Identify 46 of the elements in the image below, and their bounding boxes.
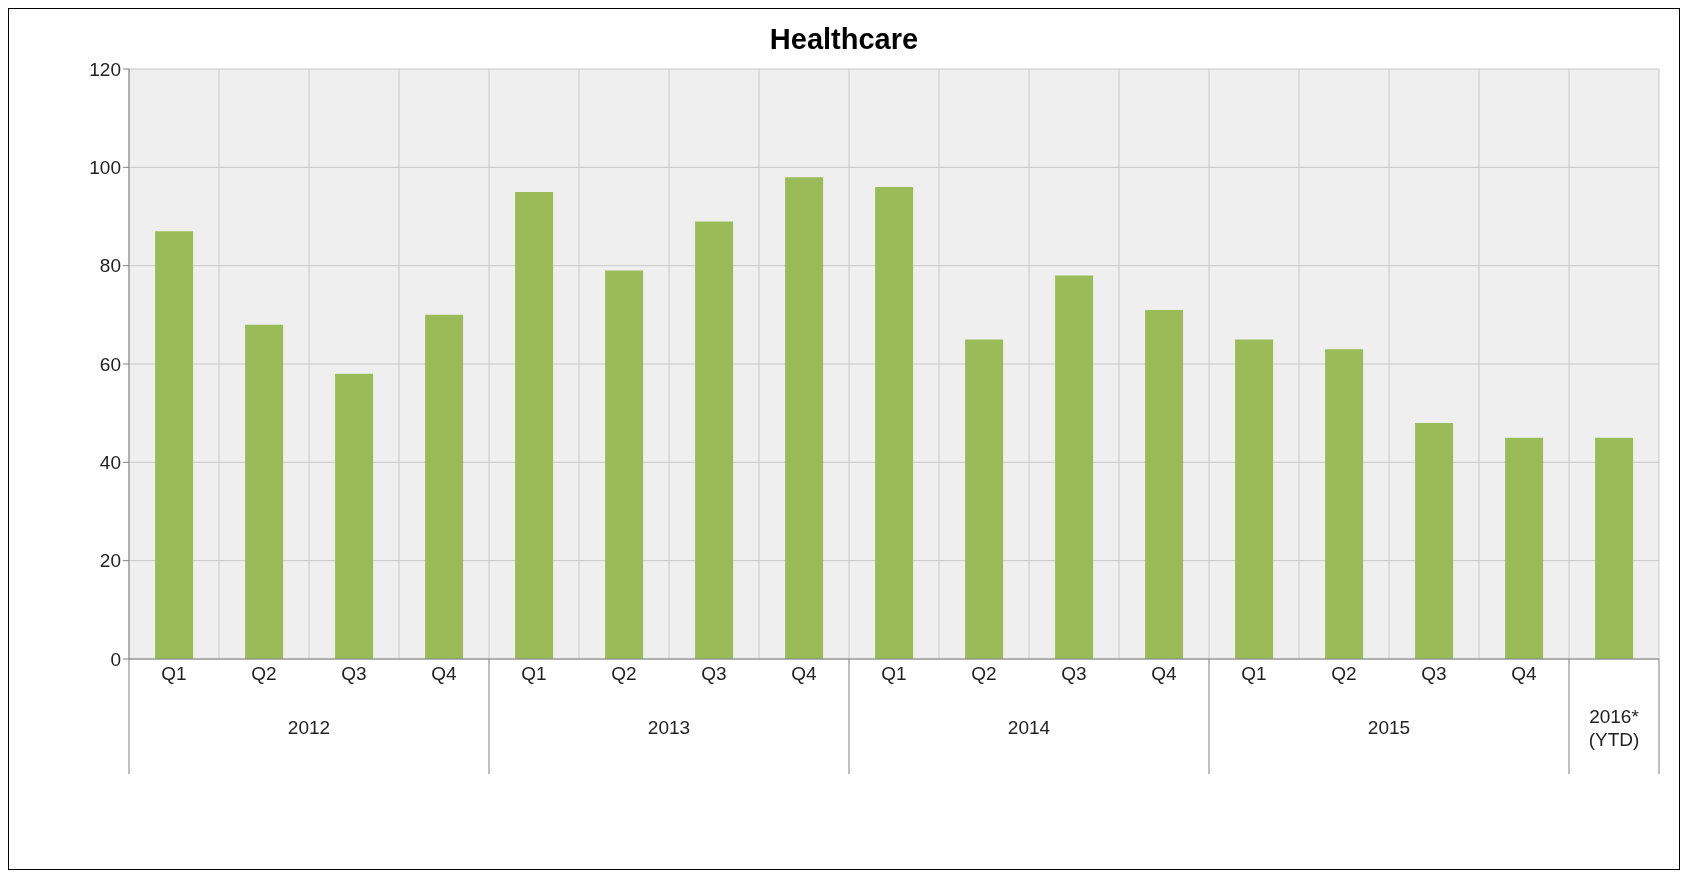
x-tick-label: Q2 bbox=[1331, 663, 1357, 685]
x-tick-label: Q4 bbox=[1511, 663, 1538, 685]
bar bbox=[1595, 437, 1634, 659]
y-tick-label: 20 bbox=[99, 550, 121, 572]
y-tick-label: 0 bbox=[110, 648, 121, 670]
x-tick-label: Q1 bbox=[1241, 663, 1267, 685]
text: 2014 bbox=[1007, 717, 1051, 738]
y-tick-label: 100 bbox=[89, 157, 121, 179]
x-tick-label: Q4 bbox=[791, 663, 818, 685]
text: 2012 bbox=[287, 717, 331, 738]
bar bbox=[1325, 349, 1364, 659]
x-tick-label: Q2 bbox=[251, 663, 277, 685]
x-tick-label: Q3 bbox=[701, 663, 727, 685]
bar bbox=[875, 187, 914, 659]
y-tick-label: 120 bbox=[89, 58, 121, 80]
x-tick-label: Q1 bbox=[881, 663, 907, 685]
text: 2015 bbox=[1367, 717, 1411, 738]
y-tick-label: 40 bbox=[99, 452, 121, 474]
bar bbox=[695, 221, 734, 659]
bar bbox=[1505, 437, 1544, 659]
x-tick-label: Q2 bbox=[971, 663, 997, 685]
bar bbox=[425, 314, 464, 659]
chart-title: Healthcare bbox=[768, 23, 920, 56]
x-tick-label: Q1 bbox=[161, 663, 187, 685]
x-tick-label: Q3 bbox=[1061, 663, 1087, 685]
bar bbox=[155, 231, 194, 659]
bar bbox=[1145, 309, 1184, 659]
bar bbox=[1235, 339, 1274, 659]
text: 2013 bbox=[647, 717, 691, 738]
x-tick-label: Q4 bbox=[431, 663, 458, 685]
bar bbox=[515, 191, 554, 659]
bar bbox=[1055, 275, 1094, 659]
bar bbox=[335, 373, 374, 659]
bar bbox=[245, 324, 284, 659]
bar bbox=[965, 339, 1004, 659]
x-tick-label: Q1 bbox=[521, 663, 547, 685]
bar bbox=[1415, 423, 1454, 659]
bar bbox=[605, 270, 644, 659]
text: 2016* (YTD) bbox=[1588, 706, 1640, 750]
x-tick-label: Q3 bbox=[1421, 663, 1447, 685]
x-tick-label: Q4 bbox=[1151, 663, 1178, 685]
x-tick-label: Q3 bbox=[341, 663, 367, 685]
y-tick-label: 80 bbox=[99, 255, 121, 277]
y-tick-label: 60 bbox=[99, 353, 121, 375]
bar bbox=[785, 177, 824, 659]
x-tick-label: Q2 bbox=[611, 663, 637, 685]
